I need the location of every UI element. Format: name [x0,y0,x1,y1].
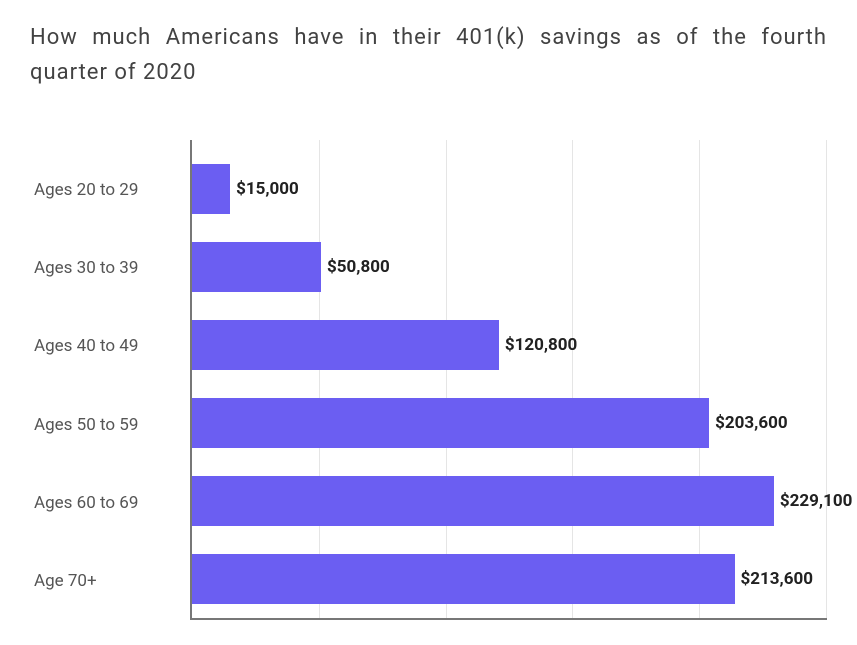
bar-row: $50,800 [192,228,827,306]
bars-container: $15,000 $50,800 $120,800 $203,600 [192,140,827,618]
bar-value-label: $15,000 [230,179,299,199]
bar-value-label: $203,600 [709,413,787,433]
chart-title: How much Americans have in their 401(k) … [30,20,827,90]
bar-value-label: $50,800 [321,257,390,277]
bar-row: $15,000 [192,150,827,228]
bar: $120,800 [192,320,499,370]
plot-area: $15,000 $50,800 $120,800 $203,600 [190,140,827,620]
y-label: Ages 50 to 59 [30,385,190,463]
chart-container: Ages 20 to 29 Ages 30 to 39 Ages 40 to 4… [30,140,827,620]
bar-row: $213,600 [192,540,827,618]
bar: $15,000 [192,164,230,214]
bar-value-label: $213,600 [735,569,813,589]
bar-value-label: $120,800 [499,335,577,355]
bar-row: $120,800 [192,306,827,384]
chart-title-line2: quarter of 2020 [30,55,827,90]
y-axis-labels: Ages 20 to 29 Ages 30 to 39 Ages 40 to 4… [30,140,190,620]
y-label: Ages 40 to 49 [30,307,190,385]
y-label: Ages 30 to 39 [30,229,190,307]
bar: $203,600 [192,398,709,448]
bar: $229,100 [192,476,774,526]
bar-value-label: $229,100 [774,491,852,511]
chart-title-line1: How much Americans have in their 401(k) … [30,25,827,50]
bar-row: $229,100 [192,462,827,540]
y-label: Ages 20 to 29 [30,150,190,228]
bar: $50,800 [192,242,321,292]
y-label: Age 70+ [30,542,190,620]
y-label: Ages 60 to 69 [30,464,190,542]
bar-row: $203,600 [192,384,827,462]
bar: $213,600 [192,554,735,604]
